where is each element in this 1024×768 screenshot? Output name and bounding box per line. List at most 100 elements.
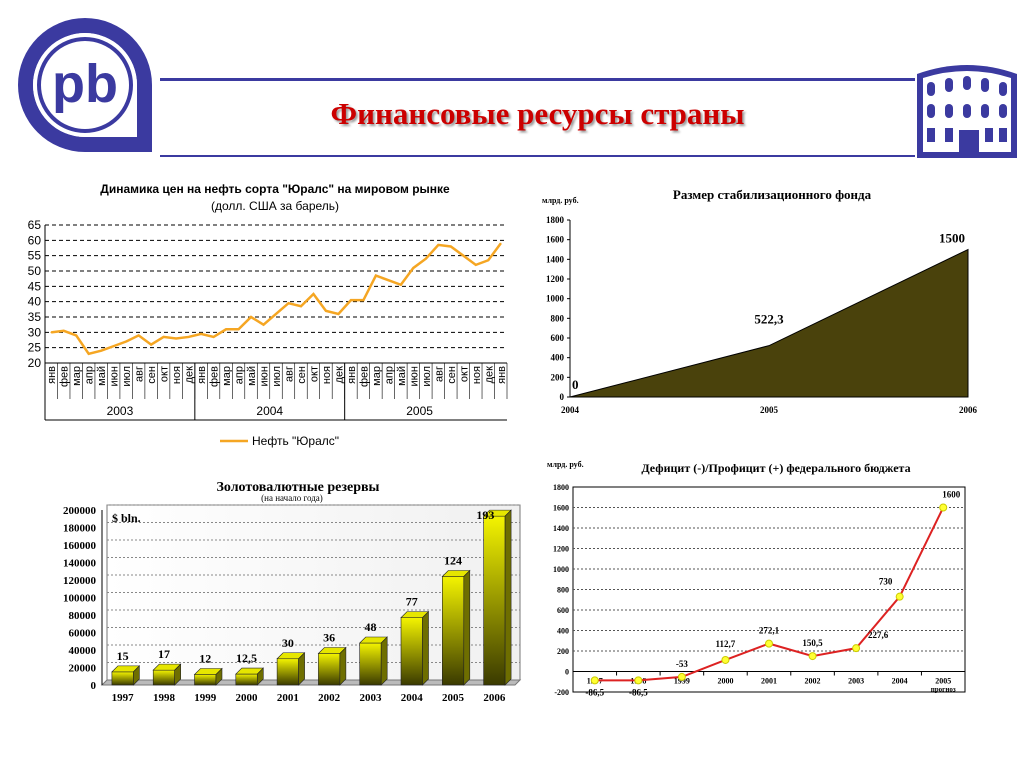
oil-chart-subtitle: (долл. США за барель)	[210, 199, 340, 213]
oil-month-label: окт	[458, 366, 470, 382]
fund-y-tick: 0	[560, 392, 565, 402]
oil-data-point	[100, 349, 102, 352]
reserves-value-label: 15	[117, 649, 129, 663]
reserves-value-label: 30	[282, 636, 294, 650]
oil-month-label: июл	[121, 366, 133, 387]
oil-data-point	[87, 353, 90, 355]
budget-x-label: 2001	[761, 677, 777, 686]
budget-x-label: 2005	[935, 677, 951, 686]
oil-month-label: авг	[283, 366, 295, 382]
reserves-bar-side	[133, 665, 140, 686]
budget-x-label: 1999	[674, 677, 690, 686]
reserves-y-tick: 80000	[69, 610, 97, 622]
oil-y-tick: 55	[28, 249, 42, 263]
oil-data-point	[187, 336, 190, 338]
oil-month-label: май	[96, 366, 108, 386]
oil-data-point	[200, 333, 202, 335]
slide-title: Финансовые ресурсы страны	[330, 96, 745, 131]
budget-x-label: 2003	[848, 677, 864, 686]
oil-data-point	[487, 259, 490, 262]
oil-month-label: дек	[333, 366, 345, 384]
budget-y-tick: 1800	[553, 483, 569, 492]
oil-data-point	[237, 328, 240, 331]
fund-chart-title: Размер стабилизационного фонда	[673, 187, 872, 202]
oil-year-label: 2003	[107, 404, 134, 418]
oil-month-label: янв	[346, 366, 358, 384]
oil-y-tick: 25	[28, 341, 42, 355]
reserves-chart-subtitle: (на начало года)	[261, 493, 323, 503]
reserves-bar	[442, 576, 465, 686]
oil-month-label: янв	[196, 366, 208, 384]
pb-logo-icon: pb	[18, 18, 152, 152]
budget-value-label: 272,1	[759, 626, 780, 636]
fund-unit-label: млрд. руб.	[542, 196, 579, 205]
budget-value-label: -86,5	[629, 687, 648, 697]
oil-year-label: 2005	[406, 404, 433, 418]
reserves-y-tick: 180000	[63, 523, 97, 535]
reserves-bar	[235, 673, 258, 686]
oil-month-label: фев	[358, 366, 370, 387]
reserves-y-tick: 140000	[63, 558, 97, 570]
oil-y-tick: 35	[28, 310, 42, 324]
reserves-x-label: 2004	[401, 692, 424, 704]
oil-month-label: сен	[146, 366, 158, 384]
budget-data-point	[939, 503, 948, 512]
oil-data-point	[474, 264, 477, 266]
budget-data-point	[808, 652, 817, 661]
reserves-bar	[483, 515, 506, 686]
oil-y-tick: 20	[28, 356, 42, 370]
oil-data-point	[450, 245, 452, 248]
budget-value-label: 730	[879, 577, 893, 587]
oil-month-label: май	[246, 366, 258, 386]
oil-month-label: сен	[296, 366, 308, 384]
budget-forecast-note: прогноз	[931, 686, 956, 694]
reserves-x-label: 2006	[483, 692, 506, 704]
reserves-value-label: 124	[444, 554, 462, 568]
oil-y-tick: 65	[28, 218, 42, 232]
budget-data-point	[634, 676, 643, 685]
oil-data-point	[337, 313, 340, 315]
reserves-y-tick: 100000	[63, 593, 97, 605]
oil-data-point	[112, 345, 115, 347]
reserves-value-label: 77	[406, 595, 418, 609]
reserves-bar-side	[380, 636, 388, 686]
oil-data-point	[375, 274, 377, 277]
oil-data-point	[412, 267, 415, 269]
reserves-bar-side	[174, 663, 181, 686]
header-top-rule	[160, 78, 915, 81]
budget-data-point	[677, 672, 686, 681]
reserves-value-label: 48	[364, 620, 376, 634]
reserves-y-tick: 40000	[69, 645, 97, 657]
oil-month-label: авг	[433, 366, 445, 382]
oil-data-point	[125, 340, 127, 343]
fund-value-label: 0	[572, 377, 579, 392]
budget-unit-label: млрд. руб.	[547, 460, 584, 469]
oil-data-point	[262, 323, 265, 326]
fund-value-label: 1500	[939, 231, 965, 246]
budget-data-point	[852, 644, 861, 653]
oil-data-point	[325, 310, 327, 312]
oil-month-label: янв	[46, 366, 58, 384]
header-bottom-rule	[160, 155, 915, 157]
reserves-bar-side	[504, 509, 512, 686]
reserves-x-label: 2003	[359, 692, 382, 704]
oil-month-label: май	[396, 366, 408, 386]
budget-x-label: 2000	[717, 677, 733, 686]
budget-value-label: 227,6	[868, 630, 889, 640]
reserves-bar-side	[298, 652, 305, 686]
reserves-x-label: 1999	[194, 692, 217, 704]
budget-value-label: 112,7	[716, 639, 736, 649]
oil-y-tick: 30	[28, 325, 42, 339]
oil-data-point	[162, 336, 165, 338]
oil-legend-label: Нефть "Юралс"	[252, 434, 339, 448]
reserves-value-label: 12	[199, 652, 211, 666]
oil-month-label: июл	[421, 366, 433, 387]
budget-y-tick: 1200	[553, 545, 569, 554]
oil-month-label: ноя	[321, 366, 333, 384]
fund-area	[569, 248, 969, 398]
reserves-x-label: 2000	[236, 692, 258, 704]
oil-month-label: мар	[371, 366, 383, 386]
fund-y-tick: 400	[551, 353, 565, 363]
oil-month-label: июн	[259, 366, 271, 386]
oil-month-label: апр	[234, 366, 246, 384]
